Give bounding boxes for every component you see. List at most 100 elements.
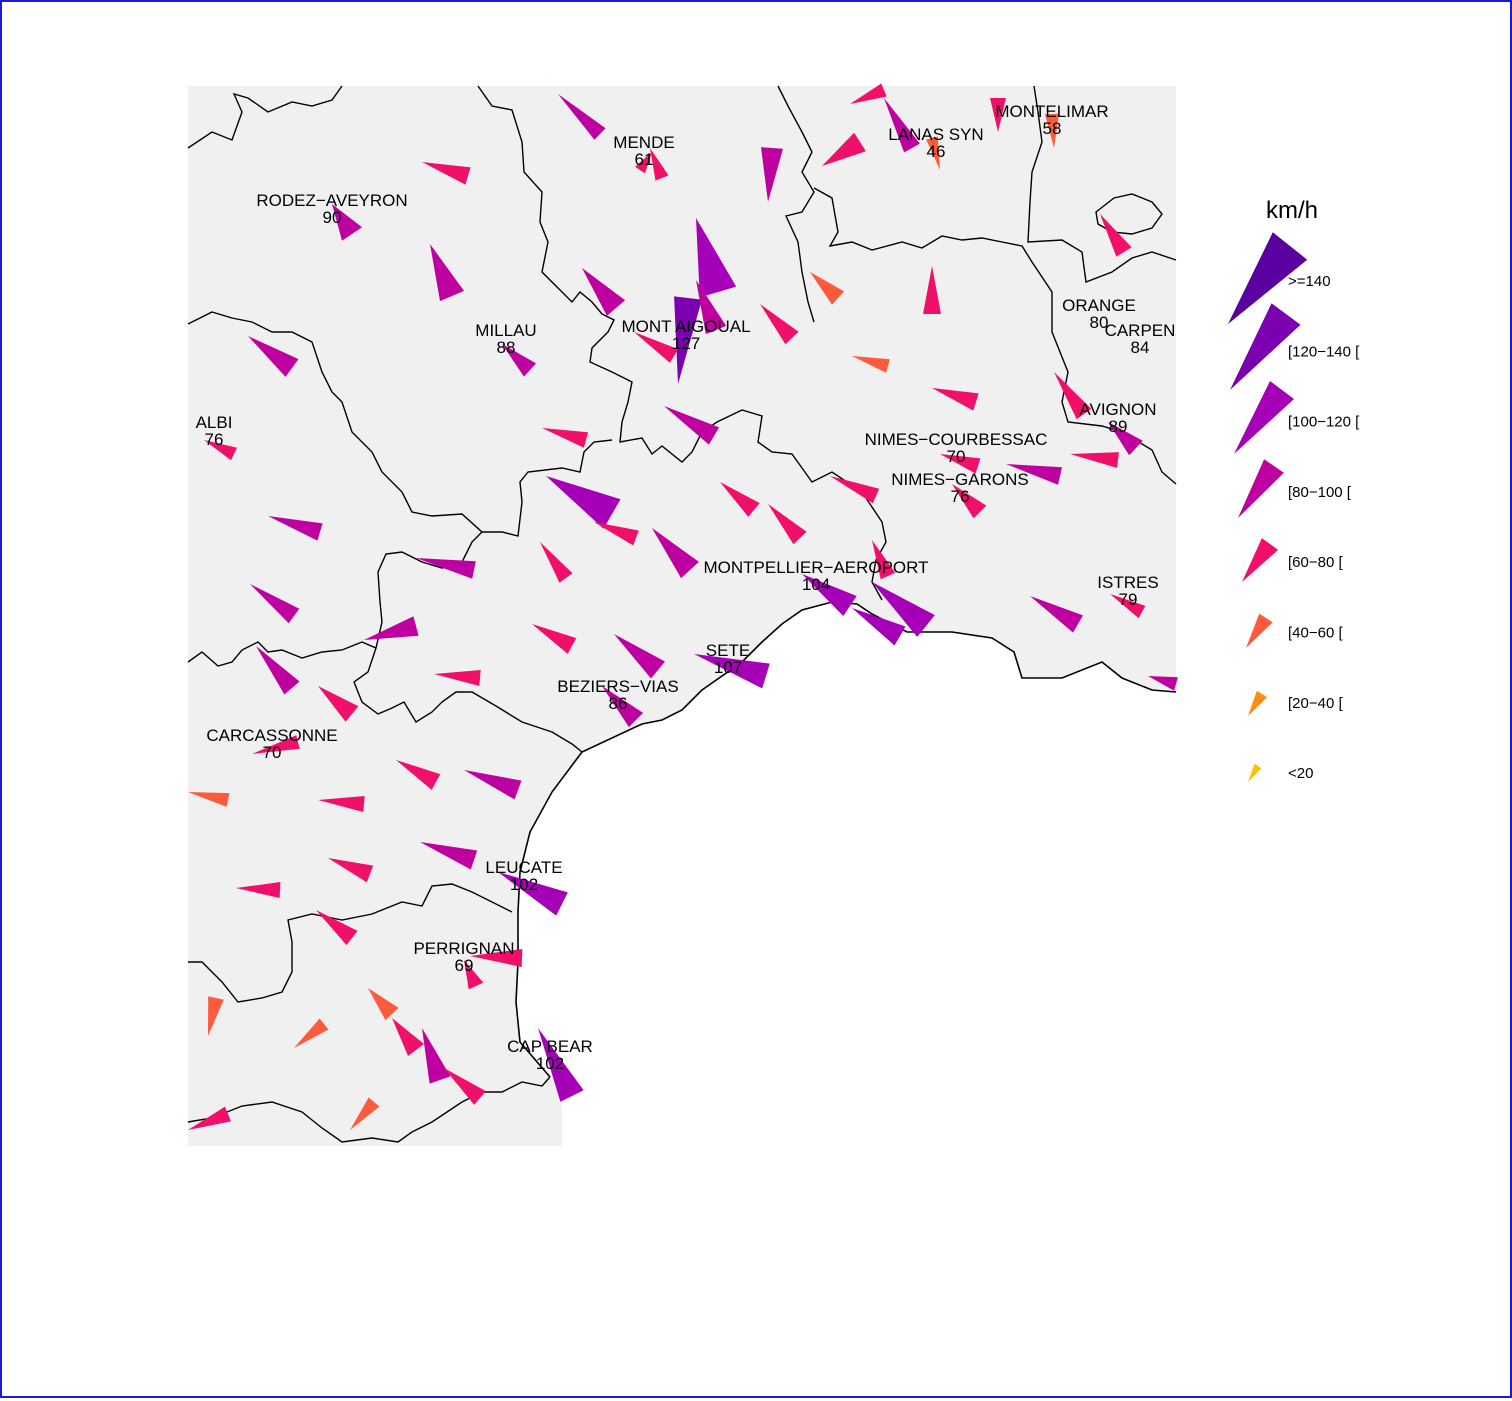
wind-arrow [396, 760, 441, 790]
station-name: ISTRES [1097, 573, 1158, 592]
wind-arrow [444, 1068, 486, 1105]
station-gust-value: 61 [635, 150, 654, 169]
wind-arrow [582, 268, 626, 316]
legend-label: [100−120 [ [1288, 414, 1360, 431]
station-name: ALBI [196, 413, 233, 432]
station-gust-value: 76 [205, 430, 224, 449]
station-gust-value: 58 [1043, 119, 1062, 138]
station-name: MONTELIMAR [995, 102, 1108, 121]
wind-arrow [250, 584, 300, 624]
wind-arrow [498, 872, 568, 916]
wind-arrow [1070, 452, 1119, 468]
wind-arrow [614, 634, 665, 679]
wind-arrow [256, 646, 300, 695]
wind-arrow [850, 83, 887, 104]
legend-symbol [1242, 538, 1279, 582]
wind-arrow [760, 304, 799, 345]
wind-arrow [635, 152, 652, 174]
wind-arrow [204, 440, 237, 461]
wind-arrow [252, 735, 300, 754]
wind-arrow [602, 686, 644, 728]
station-gust-value: 102 [510, 875, 538, 894]
station-name: BEZIERS−VIAS [557, 677, 678, 696]
wind-arrow [542, 428, 589, 448]
wind-arrow [316, 910, 358, 946]
station-gust-value: 84 [1131, 338, 1150, 357]
legend-label: <20 [1288, 765, 1313, 782]
wind-arrow [248, 336, 299, 377]
station-name: ORANGE [1062, 296, 1136, 315]
station-gust-value: 104 [802, 575, 830, 594]
wind-arrow [1110, 594, 1146, 619]
station-gust-value: 80 [1090, 313, 1109, 332]
wind-arrow [416, 558, 476, 579]
wind-arrow [650, 148, 669, 181]
legend-label: [120−140 [ [1288, 343, 1360, 360]
wind-arrow [470, 949, 523, 967]
station-name: LEUCATE [485, 858, 562, 877]
wind-arrow [1100, 214, 1132, 257]
wind-arrow [364, 616, 419, 640]
wind-arrow [1030, 596, 1083, 633]
wind-arrow [810, 272, 845, 305]
wind-arrow [872, 540, 896, 580]
wind-arrow [464, 960, 484, 990]
wind-arrow [540, 542, 573, 583]
wind-arrow [926, 136, 940, 170]
wind-arrow [294, 1018, 329, 1048]
wind-arrow [558, 94, 606, 140]
wind-arrow [392, 1018, 424, 1056]
station-gust-value: 70 [947, 447, 966, 466]
wind-arrow [188, 1106, 231, 1130]
station-gust-value: 46 [927, 142, 946, 161]
legend-title: km/h [1266, 197, 1318, 224]
wind-arrow [422, 1028, 451, 1084]
wind-arrow [830, 476, 880, 504]
wind-arrow [422, 162, 471, 185]
station-name: MILLAU [475, 321, 536, 340]
wind-arrow [332, 204, 362, 241]
department-boundaries [187, 85, 1177, 1143]
wind-arrow [318, 796, 365, 812]
wind-arrow [532, 624, 577, 654]
legend-label: [20−40 [ [1288, 695, 1343, 712]
wind-arrow [546, 476, 621, 529]
wind-arrow [430, 244, 464, 302]
wind-arrow [822, 132, 866, 166]
wind-arrow [208, 996, 224, 1036]
wind-arrow [720, 482, 760, 517]
legend-label: >=140 [1288, 273, 1331, 290]
wind-arrow [696, 218, 737, 298]
legend-symbol [1248, 763, 1262, 782]
wind-arrow [328, 858, 374, 883]
wind-arrow [884, 98, 920, 153]
wind-arrow [1148, 676, 1178, 691]
wind-arrow [1054, 372, 1092, 420]
wind-arrow [694, 654, 770, 689]
wind-arrow [434, 670, 481, 686]
sea-area [516, 602, 1176, 1146]
station-gust-value: 88 [497, 338, 516, 357]
station-gust-value: 89 [1109, 417, 1128, 436]
wind-arrow [664, 406, 720, 445]
wind-arrow [1045, 113, 1059, 148]
station-name: SETE [706, 641, 750, 660]
